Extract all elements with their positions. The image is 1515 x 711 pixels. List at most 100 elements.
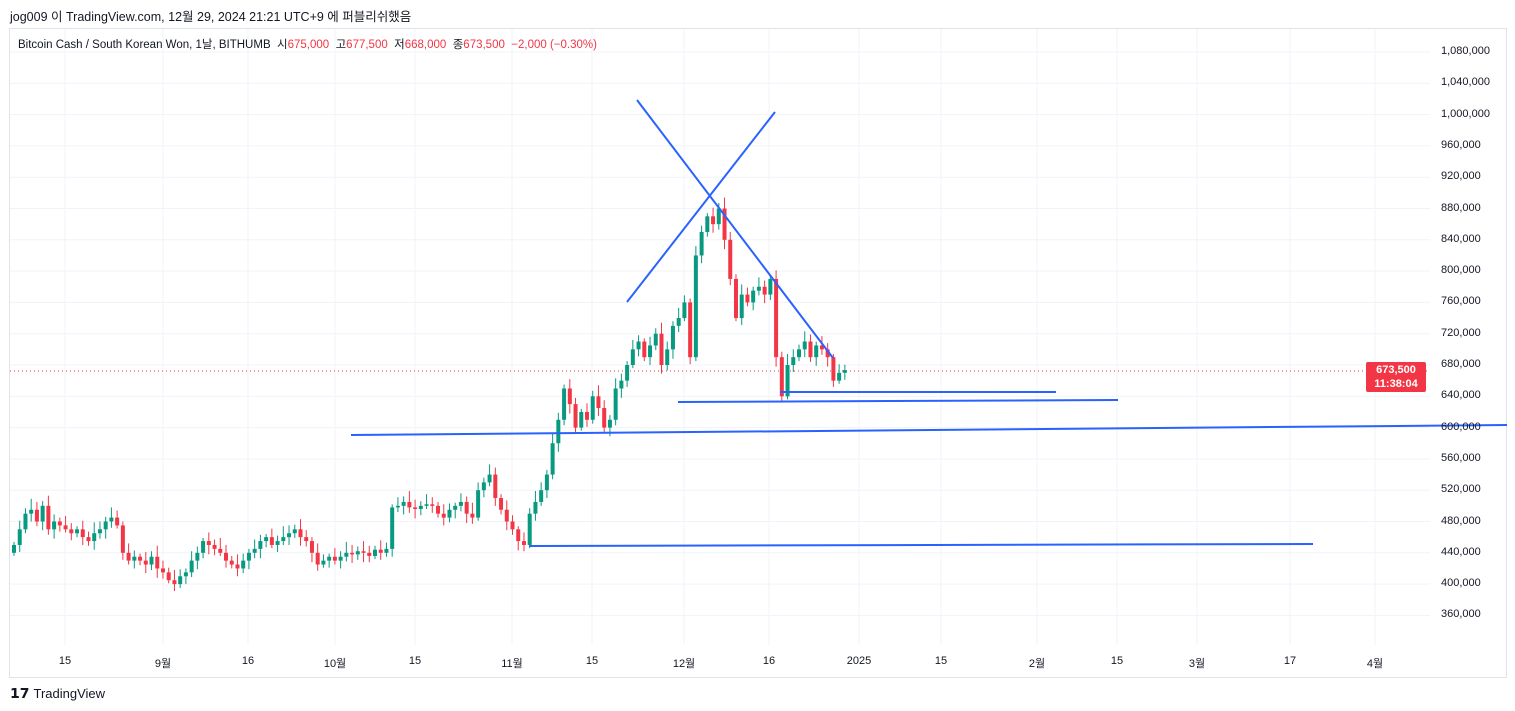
candle <box>57 521 62 526</box>
time-tick: 9월 <box>154 658 172 670</box>
candle <box>103 521 108 530</box>
price-tick: 440,000 <box>1441 545 1481 558</box>
candle <box>441 513 446 518</box>
candle <box>699 231 704 256</box>
candle <box>797 349 802 358</box>
support-line-450k <box>528 543 1314 547</box>
candle <box>550 443 555 475</box>
candle <box>46 505 51 530</box>
candle <box>596 396 601 409</box>
candle <box>338 556 343 561</box>
candle <box>332 556 337 561</box>
last-price-badge: 673,500 11:38:04 <box>1366 362 1426 392</box>
high-label: 고 <box>335 39 347 51</box>
change-value: −2,000 (−0.30%) <box>511 39 597 51</box>
trend-line-down <box>636 99 834 359</box>
candle <box>172 580 177 585</box>
candle <box>562 388 567 420</box>
time-tick: 10월 <box>323 658 347 670</box>
candle <box>693 255 698 358</box>
candle <box>682 302 687 319</box>
candle <box>688 302 693 358</box>
candle <box>487 474 492 483</box>
candle <box>29 509 34 514</box>
candle <box>676 318 681 326</box>
candle <box>453 505 458 510</box>
candle <box>602 408 607 428</box>
candle <box>756 286 761 291</box>
candle <box>476 490 481 518</box>
candle <box>120 525 125 553</box>
candle <box>842 370 847 373</box>
candle <box>189 560 194 573</box>
candle <box>195 552 200 561</box>
low-value: 668,000 <box>404 39 447 51</box>
candle <box>275 541 280 545</box>
price-tick: 800,000 <box>1441 264 1481 277</box>
candle <box>183 572 188 577</box>
candle <box>814 345 819 358</box>
trend-line-up <box>626 111 776 303</box>
high-value: 677,500 <box>346 39 388 51</box>
open-label: 시 <box>277 39 288 51</box>
candle <box>837 372 842 381</box>
candle <box>178 576 183 585</box>
candle <box>40 505 45 522</box>
candle <box>218 548 223 553</box>
candle <box>80 529 85 538</box>
price-tick: 720,000 <box>1441 326 1481 339</box>
candle <box>579 411 584 428</box>
price-tick: 520,000 <box>1441 483 1481 496</box>
candle <box>567 388 572 405</box>
time-tick: 16 <box>762 655 776 667</box>
candle <box>613 388 618 420</box>
time-tick: 15 <box>1110 655 1124 667</box>
price-tick: 1,040,000 <box>1441 76 1490 89</box>
candle <box>556 419 561 444</box>
tradingview-logo[interactable]: 𝟭𝟳 TradingView <box>10 685 105 702</box>
candle <box>224 552 229 561</box>
candle <box>384 548 389 553</box>
last-price: 673,500 <box>1376 364 1416 376</box>
candle <box>115 517 120 526</box>
candle <box>298 529 303 538</box>
symbol-legend: Bitcoin Cash / South Korean Won, 1날, BIT… <box>18 36 597 52</box>
open-value: 675,000 <box>287 39 330 51</box>
candle <box>149 556 154 565</box>
symbol-name: Bitcoin Cash / South Korean Won, 1날, BIT… <box>18 39 271 51</box>
candle <box>97 529 102 534</box>
candle <box>424 504 429 506</box>
price-tick: 560,000 <box>1441 451 1481 464</box>
candle <box>315 552 320 565</box>
candle <box>825 349 830 358</box>
time-tick: 16 <box>241 655 255 667</box>
candle <box>138 556 143 561</box>
candle <box>206 541 211 545</box>
candle <box>659 333 664 365</box>
candle <box>407 501 412 508</box>
candle <box>321 560 326 565</box>
candle <box>166 572 171 581</box>
candle <box>212 544 217 549</box>
chart-frame <box>9 28 1507 678</box>
candle <box>447 509 452 518</box>
candle <box>367 552 372 556</box>
candle <box>309 541 314 553</box>
candle <box>619 380 624 389</box>
candle <box>510 521 515 530</box>
price-tick: 360,000 <box>1441 608 1481 621</box>
candle <box>126 552 131 561</box>
candle <box>762 286 767 295</box>
candle <box>418 505 423 509</box>
candle <box>521 541 526 545</box>
candle <box>52 521 57 530</box>
candle <box>229 560 234 565</box>
price-tick: 760,000 <box>1441 295 1481 308</box>
candle <box>585 411 589 420</box>
candle <box>499 498 504 510</box>
candle <box>34 509 39 522</box>
price-tick: 920,000 <box>1441 170 1481 183</box>
candle <box>573 404 578 428</box>
candle <box>344 552 349 557</box>
